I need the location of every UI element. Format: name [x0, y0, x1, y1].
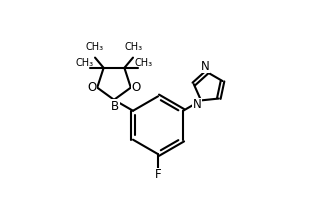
Text: N: N	[201, 60, 210, 73]
Text: O: O	[132, 81, 141, 94]
Text: B: B	[111, 100, 119, 113]
Text: CH₃: CH₃	[134, 58, 152, 68]
Text: CH₃: CH₃	[76, 58, 94, 68]
Text: O: O	[87, 81, 96, 94]
Text: CH₃: CH₃	[125, 42, 143, 52]
Text: CH₃: CH₃	[85, 42, 104, 52]
Text: F: F	[155, 168, 162, 181]
Text: N: N	[193, 98, 201, 111]
